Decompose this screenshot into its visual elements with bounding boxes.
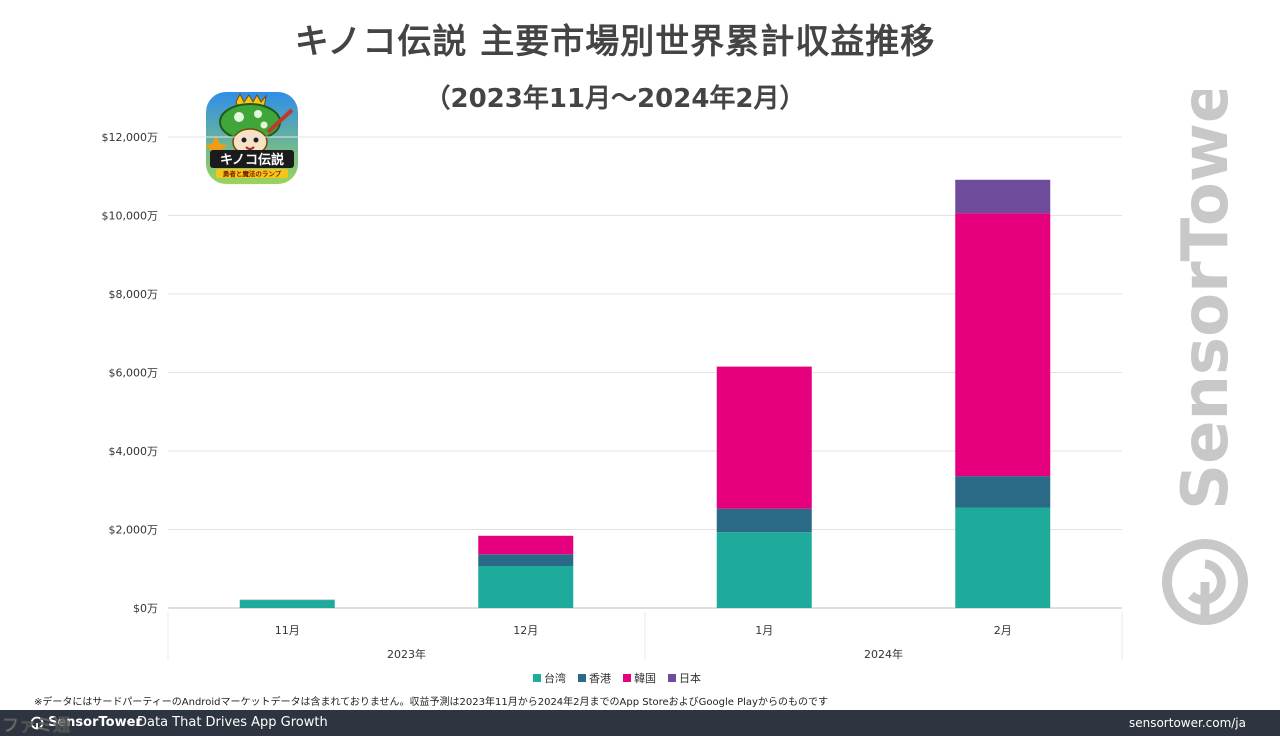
sensortower-logo-icon <box>30 716 44 729</box>
bar-segment-韓国 <box>478 535 574 555</box>
legend-label: 台湾 <box>544 671 566 685</box>
y-tick-label: $10,000万 <box>102 210 159 223</box>
x-tick-label: 2月 <box>994 624 1012 637</box>
x-group-label: 2023年 <box>387 647 426 661</box>
bar-segment-台湾 <box>716 532 812 608</box>
x-tick-label: 12月 <box>513 624 538 637</box>
x-axis-ticks: 11月 12月 1月 2月 <box>275 624 1012 637</box>
app-icon-tagline: 勇者と魔法のランプ <box>223 169 282 178</box>
bar-segment-韓国 <box>955 213 1051 477</box>
footer-url[interactable]: sensortower.com/ja <box>1128 716 1246 730</box>
footnote: ※データにはサードパーティーのAndroidマーケットデータは含まれておりません… <box>34 697 828 708</box>
y-tick-label: $2,000万 <box>109 524 159 537</box>
app-icon: キノコ伝説 勇者と魔法のランプ <box>206 92 298 184</box>
legend-label: 日本 <box>679 671 701 685</box>
y-tick-label: $12,000万 <box>102 131 159 144</box>
bar-segment-香港 <box>955 476 1051 508</box>
famitsu-logo: ファミ通 <box>2 716 71 736</box>
x-group-label: 2024年 <box>864 647 903 661</box>
legend-swatch <box>533 674 541 682</box>
bar-segment-台湾 <box>478 566 574 608</box>
bar-segment-日本 <box>955 179 1051 214</box>
x-tick-label: 1月 <box>755 624 773 637</box>
legend-swatch <box>623 674 631 682</box>
bar-segment-台湾 <box>239 600 335 608</box>
footer-logo-text: SensorTower <box>48 715 142 730</box>
sensortower-watermark: SensorTower <box>1162 90 1248 625</box>
legend-label: 韓国 <box>634 672 656 685</box>
legend-swatch <box>578 674 586 682</box>
chart-subtitle: （2023年11月〜2024年2月） <box>424 84 806 114</box>
y-tick-label: $0万 <box>133 602 158 615</box>
bar-segment-韓国 <box>716 366 812 509</box>
y-tick-label: $8,000万 <box>109 288 159 301</box>
y-axis-ticks: $0万 $2,000万 $4,000万 $6,000万 $8,000万 $10,000万 $… <box>102 131 159 615</box>
y-tick-label: $6,000万 <box>109 367 159 380</box>
footer-logo: SensorTower <box>30 715 142 730</box>
footer-tagline: Data That Drives App Growth <box>137 715 328 730</box>
legend-label: 香港 <box>589 672 611 685</box>
bar-segment-香港 <box>716 508 812 533</box>
famitsu-logo-text: ファミ通 <box>2 716 70 736</box>
footer-bar: SensorTower Data That Drives App Growth … <box>0 710 1280 736</box>
app-icon-text: キノコ伝説 <box>220 152 284 168</box>
watermark-text: SensorTower <box>1169 90 1243 510</box>
legend-swatch <box>668 674 676 682</box>
chart-title: キノコ伝説 主要市場別世界累計収益推移 <box>294 22 936 62</box>
x-axis-year-groups: 2023年 2024年 <box>167 612 1123 661</box>
stacked-bar-chart: $0万 $2,000万 $4,000万 $6,000万 $8,000万 $10,000万 $… <box>102 131 1123 685</box>
bar-segment-台湾 <box>955 507 1051 608</box>
sensortower-logo-icon <box>1162 539 1248 625</box>
x-tick-label: 11月 <box>275 624 300 637</box>
y-tick-label: $4,000万 <box>109 445 159 458</box>
legend: 台湾 香港 韓国 日本 <box>533 671 701 685</box>
bars <box>239 179 1051 608</box>
bar-segment-香港 <box>478 554 574 567</box>
